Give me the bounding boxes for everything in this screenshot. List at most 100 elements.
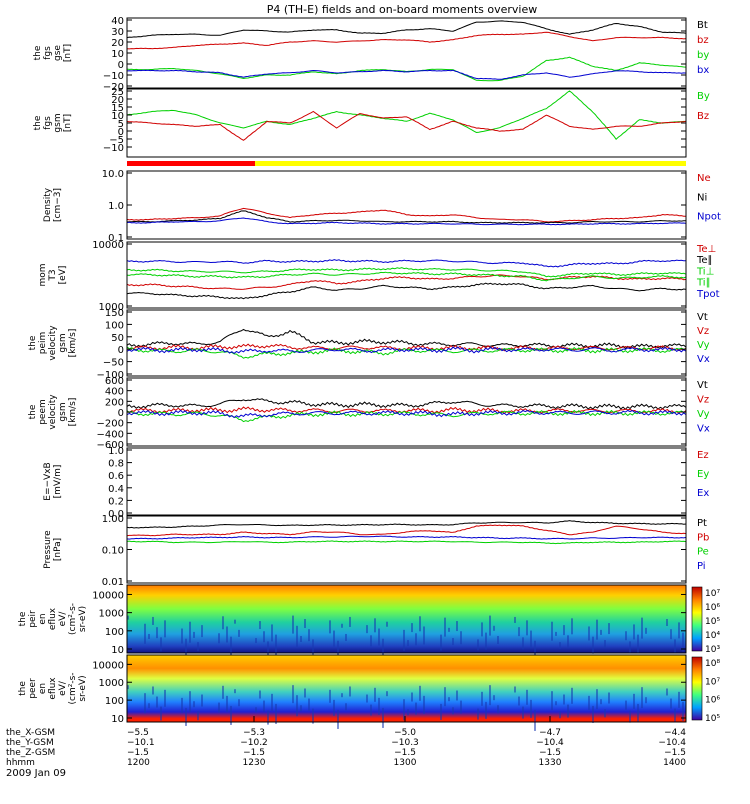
colorbar-label-peir-en-eflux-0: 10⁷	[705, 589, 720, 599]
y-tick-label-pressure-2: 0.01	[102, 577, 124, 588]
legend-entry-peem-velocity-0: Vt	[697, 380, 708, 391]
legend-entry-density-1: Ni	[697, 192, 707, 203]
heatmap-streak-8-7	[386, 621, 388, 627]
heatmap-streak-8-88	[588, 626, 590, 641]
heatmap-streak-8-42	[563, 625, 565, 636]
heatmap-streak-9-48	[226, 695, 228, 712]
series-line-temperature-1	[126, 282, 687, 300]
y-label-line-temperature-1: T3	[48, 269, 58, 281]
heatmap-streak-8-27	[567, 635, 569, 649]
y-tick-label-fgs-gse-4: 0	[118, 60, 124, 71]
colorbar-label-peir-en-eflux-4: 10³	[705, 645, 720, 655]
heatmap-streak-9-72	[555, 701, 557, 706]
heatmap-streak-8-31	[156, 627, 158, 639]
y-tick-label-peem-velocity-4: −200	[97, 419, 124, 430]
series-line-temperature-3	[126, 271, 687, 282]
y-label-line-peir-en-eflux-5: (cm²-s-	[68, 603, 78, 635]
y-tick-label-fgs-gse-0: 40	[111, 16, 124, 27]
heatmap-streak-8-80	[292, 615, 294, 634]
heatmap-streak-9-12	[571, 687, 573, 704]
heatmap-streak-9-83	[403, 699, 405, 721]
colorbar-label-peir-en-eflux-3: 10⁴	[705, 631, 720, 641]
y-label-line-fgs-gse-2: gse	[53, 45, 63, 61]
legend-entry-temperature-4: Tpot	[696, 289, 720, 300]
heatmap-streak-8-64	[259, 621, 261, 630]
heatmap-streak-9-57	[559, 711, 561, 719]
heatmap-streak-8-61	[148, 633, 150, 639]
heatmap-streak-9-9	[460, 700, 462, 714]
x-row-value-1-3: −10.4	[536, 738, 564, 748]
heatmap-streak-9-34	[267, 710, 269, 725]
heatmap-streak-9-45	[674, 708, 676, 722]
x-row-value-2-2: −1.5	[394, 748, 416, 758]
heatmap-streak-9-86	[514, 686, 516, 693]
heatmap-streak-9-87	[551, 691, 553, 711]
heatmap-streak-9-85	[477, 708, 479, 720]
heatmap-streak-9-78	[218, 702, 220, 713]
colorbar-peir-en-eflux	[691, 586, 703, 652]
y-label-line-fgs-gse-3: [nT]	[63, 44, 73, 62]
y-label-line-pressure-0: Pressure	[43, 530, 53, 569]
heatmap-streak-8-19	[271, 624, 273, 642]
y-tick-label-efield-0: 1.0	[108, 446, 124, 457]
y-label-group-fgs-gsm: the fgs gsm [nT]	[33, 113, 73, 132]
heatmap-streak-8-38	[415, 633, 417, 646]
y-label-line-peir-en-eflux-2: en	[38, 613, 48, 624]
x-row-value-3-4: 1400	[663, 758, 686, 768]
x-row-value-1-0: −10.1	[127, 738, 155, 748]
x-row-value-3-2: 1300	[394, 758, 417, 768]
heatmap-streak-8-71	[518, 627, 520, 637]
panel-frame-efield	[126, 447, 687, 516]
x-row-label-1: the_Y-GSM	[6, 738, 54, 748]
x-row-label-3: hhmm	[6, 758, 35, 768]
y-tick-label-peer-en-eflux-1: 1000	[99, 678, 124, 689]
heatmap-streak-9-75	[666, 688, 668, 696]
legend-entry-density-2: Npot	[697, 212, 721, 223]
x-row-value-0-1: −5.3	[243, 728, 265, 738]
heatmap-streak-8-3	[238, 629, 240, 637]
legend-entry-peim-velocity-1: Vz	[697, 326, 709, 337]
heatmap-streak-8-85	[477, 639, 479, 651]
y-label-line-fgs-gse-0: the	[33, 45, 43, 60]
x-row-value-1-4: −10.4	[658, 738, 686, 748]
heatmap-streak-9-41	[526, 689, 528, 705]
heatmap-streak-9-81	[329, 689, 331, 703]
heatmap-streak-8-35	[304, 619, 306, 628]
x-row-value-2-3: −1.5	[539, 748, 561, 758]
panel-density: Ne Ni Npot 10.0 1.0 0.1 Density [cm−3]	[43, 169, 721, 244]
y-label-group-peem-velocity: the peem velocity gsm [km/s]	[28, 394, 78, 430]
x-row-value-0-2: −5.0	[394, 728, 416, 738]
heatmap-streak-8-53	[411, 623, 413, 633]
heatmap-streak-8-50	[300, 636, 302, 642]
y-tick-label-peim-velocity-5: −100	[97, 370, 124, 381]
panel-peir-en-eflux: 10⁷ 10⁶ 10⁵ 10⁴ 10³ 10000 1000 100 10 the peir en ef…	[18, 584, 720, 662]
heatmap-streak-9-58	[596, 689, 598, 710]
y-tick-label-peem-velocity-2: 200	[105, 397, 124, 408]
y-tick-label-efield-3: 0.4	[108, 484, 124, 495]
heatmap-streak-8-79	[255, 638, 257, 644]
heatmap-streak-8-77	[181, 628, 183, 644]
heatmap-streak-8-5	[312, 639, 314, 655]
y-tick-label-efield-1: 0.8	[108, 459, 124, 470]
heatmap-streak-9-18	[234, 689, 236, 694]
x-row-value-1-1: −10.2	[240, 738, 268, 748]
heatmap-streak-9-54	[448, 697, 450, 702]
legend-entry-pressure-2: Pe	[697, 547, 709, 558]
y-label-line-peer-en-eflux-2: en	[38, 683, 48, 694]
y-label-line-peir-en-eflux-4: eV/	[58, 611, 68, 627]
heatmap-streak-8-11	[534, 640, 536, 662]
y-tick-label-pressure-1: 0.10	[102, 546, 124, 557]
x-axis-group: the_X-GSM −5.5 −5.3 −5.0 −4.7 −4.4 the_Y-GSM −1…	[6, 716, 687, 768]
y-label-group-peer-en-eflux: the peer en eflux eV/(cm²-s-sr-eV)	[18, 672, 88, 704]
y-tick-label-peim-velocity-1: 100	[105, 320, 124, 331]
y-label-line-peir-en-eflux-6: sr-eV)	[78, 606, 88, 632]
y-tick-label-peem-velocity-3: 0	[118, 408, 124, 419]
panel-frame-peir-en-eflux	[126, 584, 687, 654]
heatmap-streak-9-28	[604, 709, 606, 718]
heatmap-streak-9-27	[567, 704, 569, 718]
legend-entry-efield-1: Ey	[697, 469, 709, 480]
